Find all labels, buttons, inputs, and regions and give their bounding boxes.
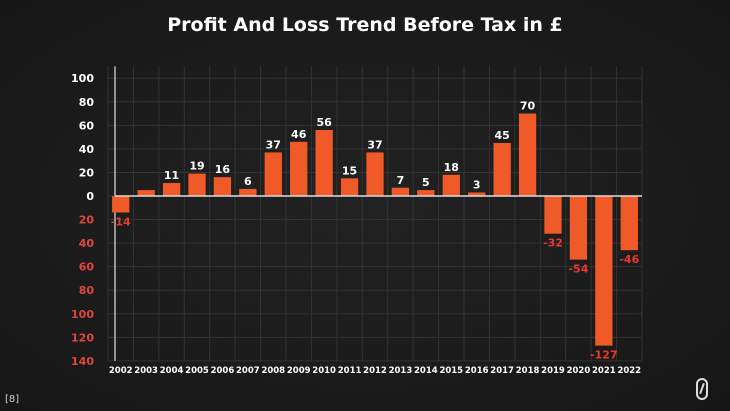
bar-2002	[112, 196, 130, 213]
bar-2011	[340, 178, 359, 196]
x-tick-label: 2018	[516, 366, 540, 376]
x-tick-label: 2013	[389, 366, 413, 376]
data-label: 37	[266, 138, 281, 151]
bar-2013	[391, 187, 410, 196]
y-tick-label: 80	[79, 96, 95, 109]
data-label: 56	[316, 116, 332, 129]
data-label: 45	[494, 129, 509, 142]
y-tick-label: 40	[79, 237, 95, 250]
x-tick-label: 2017	[490, 366, 514, 376]
bar-2012	[366, 152, 384, 196]
bar-2003	[137, 190, 155, 196]
x-tick-label: 2007	[236, 366, 260, 376]
x-tick-label: 2012	[363, 366, 387, 376]
bar-2021	[595, 196, 613, 346]
x-tick-label: 2016	[465, 366, 489, 376]
y-tick-label: 0	[86, 190, 94, 203]
y-tick-label: 100	[71, 72, 94, 85]
bar-2015	[442, 174, 460, 196]
data-label: 15	[342, 164, 357, 177]
data-label: -32	[543, 237, 563, 250]
data-label: -127	[590, 349, 618, 362]
x-tick-label: 2008	[261, 366, 285, 376]
x-tick-label: 2022	[617, 366, 641, 376]
bar-2008	[264, 152, 282, 196]
data-label: 7	[397, 174, 405, 187]
bar-2004	[162, 183, 181, 196]
y-tick-label: 20	[79, 166, 95, 179]
brand-logo-icon	[696, 378, 708, 400]
y-tick-label: 100	[71, 308, 94, 321]
x-tick-label: 2010	[312, 366, 336, 376]
data-label: -14	[111, 215, 131, 228]
bar-2010	[315, 130, 333, 196]
bar-2006	[213, 177, 232, 196]
x-tick-label: 2015	[439, 366, 463, 376]
data-label: 70	[520, 100, 536, 113]
x-tick-label: 2014	[414, 366, 438, 376]
y-tick-label: 40	[79, 143, 95, 156]
x-tick-label: 2011	[338, 366, 362, 376]
x-tick-label: 2003	[134, 366, 158, 376]
data-label: 5	[422, 176, 430, 189]
data-label: -54	[568, 263, 588, 276]
footnote: [8]	[5, 394, 20, 405]
x-tick-label: 2019	[541, 366, 565, 376]
data-label: 3	[473, 178, 481, 191]
data-label: 6	[244, 175, 252, 188]
bar-2022	[620, 196, 638, 251]
bar-2018	[518, 113, 537, 196]
bar-2005	[188, 173, 206, 196]
x-tick-label: 2009	[287, 366, 311, 376]
bar-2014	[417, 190, 435, 196]
bar-2016	[468, 192, 486, 196]
x-tick-label: 2020	[567, 366, 591, 376]
bar-2017	[493, 142, 511, 196]
bar-2020	[569, 196, 588, 260]
data-label: 16	[215, 163, 231, 176]
data-label: 46	[291, 128, 307, 141]
y-tick-label: 140	[71, 355, 94, 368]
x-tick-label: 2002	[109, 366, 133, 376]
y-tick-label: 80	[79, 284, 95, 297]
y-tick-label: 60	[79, 119, 95, 132]
x-tick-label: 2021	[592, 366, 616, 376]
x-tick-label: 2004	[160, 366, 184, 376]
data-label: 37	[367, 138, 382, 151]
bar-2019	[544, 196, 562, 234]
x-tick-label: 2005	[185, 366, 209, 376]
y-tick-label: 60	[79, 261, 95, 274]
x-tick-label: 2006	[211, 366, 235, 376]
data-label: 18	[444, 161, 459, 174]
data-label: -46	[619, 253, 639, 266]
bar-2007	[239, 188, 257, 196]
chart-title: Profit And Loss Trend Before Tax in £	[167, 14, 563, 36]
data-label: 11	[164, 169, 179, 182]
bar-2009	[290, 141, 308, 196]
y-tick-label: 120	[71, 331, 94, 344]
data-label: 19	[189, 160, 204, 173]
y-tick-label: 20	[79, 214, 95, 227]
